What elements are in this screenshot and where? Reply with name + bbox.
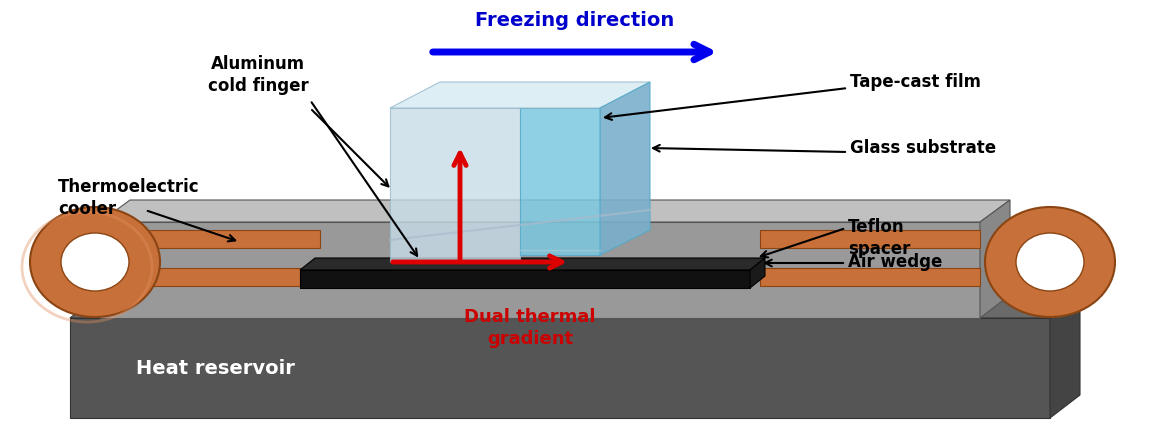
Polygon shape — [300, 270, 750, 288]
Bar — [100, 230, 320, 248]
Ellipse shape — [1016, 233, 1084, 291]
Bar — [100, 268, 320, 286]
Polygon shape — [391, 108, 520, 262]
Text: Freezing direction: Freezing direction — [476, 11, 675, 30]
Text: Tape-cast film: Tape-cast film — [850, 73, 982, 91]
Polygon shape — [300, 258, 765, 270]
Polygon shape — [391, 82, 650, 108]
Ellipse shape — [61, 233, 129, 291]
Text: Glass substrate: Glass substrate — [850, 139, 996, 157]
Polygon shape — [100, 200, 1010, 222]
Bar — [760, 268, 980, 286]
Polygon shape — [1049, 295, 1081, 418]
Text: Thermoelectric
cooler: Thermoelectric cooler — [58, 178, 199, 218]
Text: Aluminum
cold finger: Aluminum cold finger — [207, 55, 309, 95]
Polygon shape — [100, 222, 980, 318]
Ellipse shape — [30, 207, 160, 317]
Text: Air wedge: Air wedge — [848, 253, 942, 271]
Text: Heat reservoir: Heat reservoir — [136, 358, 295, 378]
Polygon shape — [520, 108, 600, 255]
Text: Dual thermal
gradient: Dual thermal gradient — [464, 308, 596, 348]
Ellipse shape — [985, 207, 1115, 317]
Polygon shape — [750, 258, 765, 288]
Polygon shape — [70, 295, 1081, 318]
Polygon shape — [980, 200, 1010, 318]
Polygon shape — [70, 318, 1049, 418]
Bar — [760, 230, 980, 248]
Text: Teflon
spacer: Teflon spacer — [848, 218, 910, 258]
Polygon shape — [600, 82, 650, 255]
